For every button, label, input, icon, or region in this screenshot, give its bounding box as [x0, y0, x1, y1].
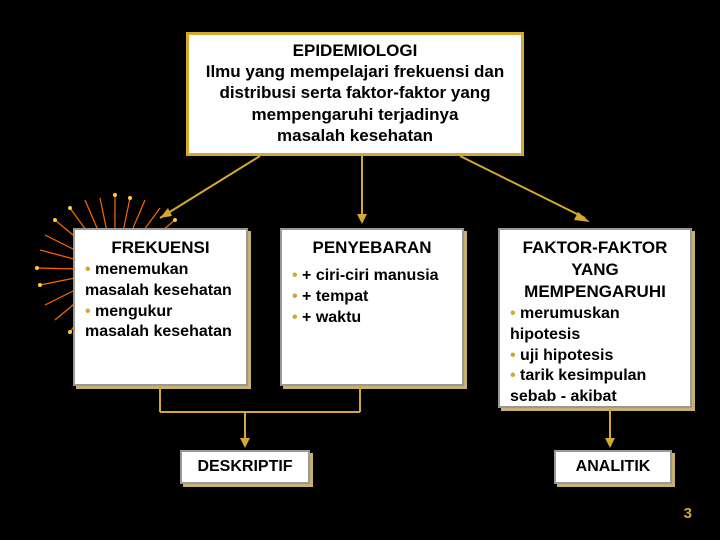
box2-item: • + ciri-ciri manusia [292, 266, 452, 287]
box3-title-l2: YANG [510, 260, 680, 280]
top-desc-line: distribusi serta faktor-faktor yang [199, 82, 511, 103]
epidemiology-definition-box: EPIDEMIOLOGI Ilmu yang mempelajari freku… [186, 32, 524, 156]
top-desc-line: mempengaruhi terjadinya [199, 104, 511, 125]
arrow-top-to-box3 [450, 156, 600, 228]
box1-title: FREKUENSI [85, 238, 236, 258]
box3-item: • tarik kesimpulan sebab - akibat [510, 366, 680, 408]
top-desc-line: masalah kesehatan [199, 125, 511, 146]
box2-item: • + waktu [292, 308, 452, 329]
faktor-box: FAKTOR-FAKTOR YANG MEMPENGARUHI • merumu… [498, 228, 692, 408]
penyebaran-box: PENYEBARAN • + ciri-ciri manusia • + tem… [280, 228, 464, 386]
frekuensi-box: FREKUENSI • menemukan masalah kesehatan … [73, 228, 248, 386]
box3-item: • uji hipotesis [510, 346, 680, 367]
box1-item: • menemukan masalah kesehatan [85, 260, 236, 302]
box3-title-l1: FAKTOR-FAKTOR [510, 238, 680, 258]
deskriptif-label: DESKRIPTIF [180, 450, 310, 484]
arrow-top-to-box1 [150, 156, 270, 228]
box2-title: PENYEBARAN [292, 238, 452, 258]
connector-analitik [598, 408, 622, 450]
analitik-label: ANALITIK [554, 450, 672, 484]
box1-item: • mengukur masalah kesehatan [85, 302, 236, 344]
box2-item: • + tempat [292, 287, 452, 308]
arrow-top-to-box2 [350, 156, 374, 228]
top-desc-line: Ilmu yang mempelajari frekuensi dan [199, 61, 511, 82]
box3-item: • merumuskan hipotesis [510, 304, 680, 346]
top-title: EPIDEMIOLOGI [199, 41, 511, 61]
box3-title-l3: MEMPENGARUHI [510, 282, 680, 302]
slide-number: 3 [684, 505, 692, 522]
connector-deskriptif [120, 386, 400, 450]
